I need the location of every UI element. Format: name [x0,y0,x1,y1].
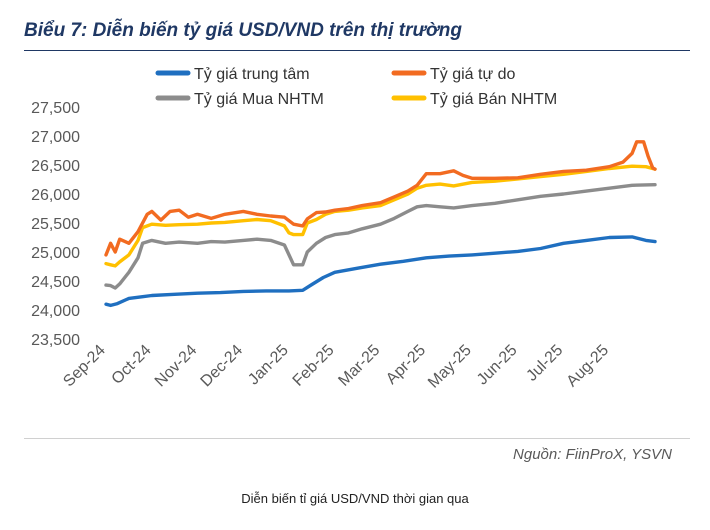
x-tick-label: Oct-24 [109,342,155,388]
chart-title: Biểu 7: Diễn biến tỷ giá USD/VND trên th… [24,20,463,41]
x-tick-label: Feb-25 [290,342,338,390]
y-tick-label: 27,000 [31,129,80,146]
y-tick-label: 23,500 [31,332,80,349]
legend-label: Tỷ giá tự do [430,66,516,83]
y-tick-label: 25,000 [31,245,80,262]
legend-label: Tỷ giá Bán NHTM [430,91,557,108]
x-tick-label: May-25 [425,342,475,392]
x-tick-label: Sep-24 [60,342,109,391]
series-line [104,140,657,257]
x-tick-label: Mar-25 [335,342,383,390]
y-tick-label: 25,500 [31,216,80,233]
series-line [104,183,657,290]
x-tick-label: Dec-24 [198,342,247,391]
legend-label: Tỷ giá Mua NHTM [194,91,324,108]
title-divider [24,50,690,51]
y-tick-label: 26,500 [31,158,80,175]
x-tick-label: Aug-25 [564,342,613,391]
image-caption: Diễn biến tỉ giá USD/VND thời gian qua [241,491,469,506]
series-line [104,235,657,308]
x-tick-label: Apr-25 [383,342,429,388]
x-tick-label: Jan-25 [245,342,292,389]
x-tick-label: Jul-25 [523,342,566,385]
y-tick-label: 26,000 [31,187,80,204]
y-tick-label: 27,500 [31,100,80,117]
legend-label: Tỷ giá trung tâm [194,66,310,83]
y-tick-label: 24,000 [31,303,80,320]
x-tick-label: Jun-25 [474,342,521,389]
line-chart: Tỷ giá trung tâm Tỷ giá tự do Tỷ giá Mua N… [31,66,657,392]
chart-panel: Biểu 7: Diễn biến tỷ giá USD/VND trên th… [10,8,700,484]
x-tick-label: Nov-24 [152,342,201,391]
footer-divider [24,438,690,439]
y-tick-label: 24,500 [31,274,80,291]
chart-source: Nguồn: FiinProX, YSVN [513,446,672,463]
